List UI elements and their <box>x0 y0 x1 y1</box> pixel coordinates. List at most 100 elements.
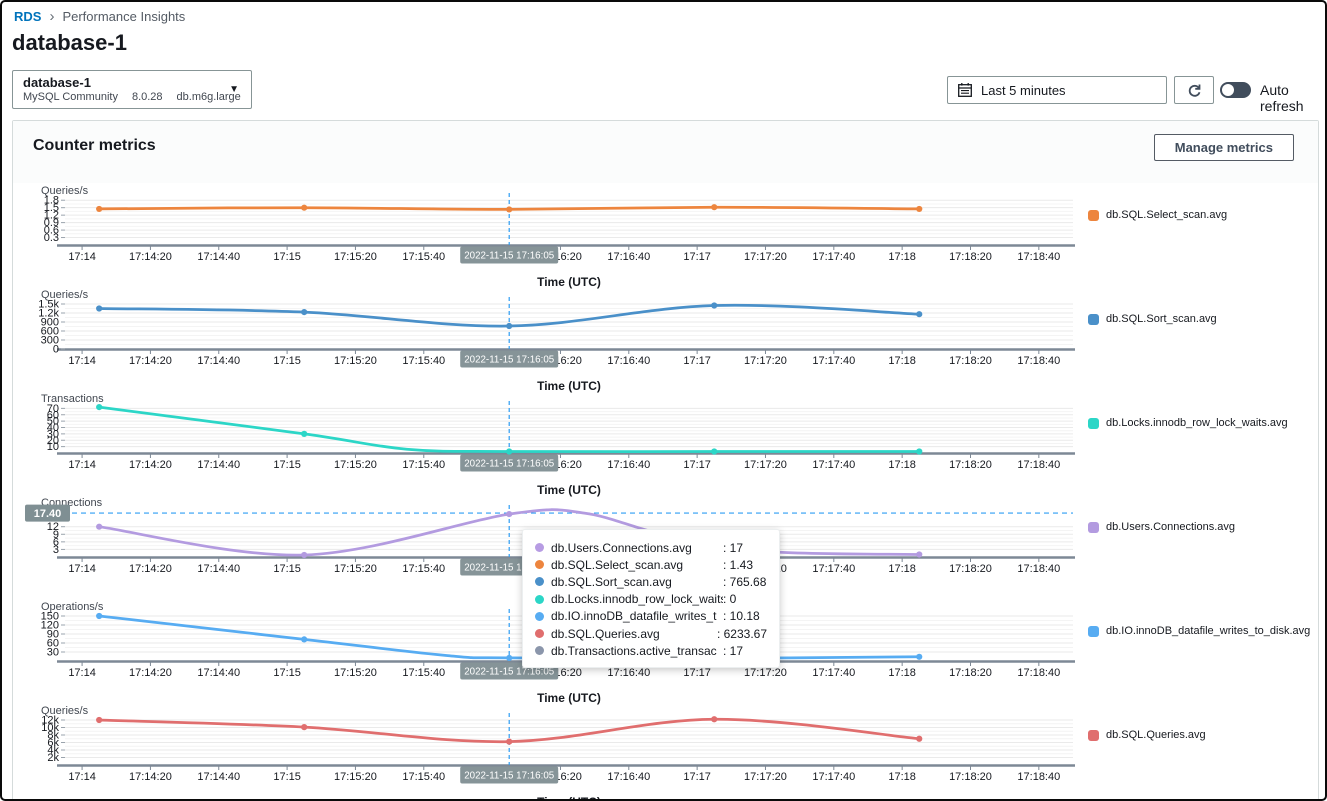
svg-text:0.3: 0.3 <box>44 232 59 244</box>
chart-block-1: Queries/s 17:14 17:14:20 17:14:40 17:15 17:15… <box>13 287 1318 393</box>
legend-item-2[interactable]: db.Locks.innodb_row_lock_waits.avg <box>1088 417 1288 429</box>
svg-text:70: 70 <box>47 403 59 415</box>
svg-text:6k: 6k <box>47 737 59 749</box>
chart-plot-0[interactable]: 17:14 17:14:20 17:14:40 17:15 17:15:20 17:15:… <box>13 191 1079 271</box>
tooltip-row: db.Locks.innodb_row_lock_waits: 0 <box>535 591 767 608</box>
svg-text:17:16:40: 17:16:40 <box>607 667 650 679</box>
svg-text:17:14: 17:14 <box>68 355 96 367</box>
svg-text:17:15: 17:15 <box>273 251 301 263</box>
svg-text:17:16:40: 17:16:40 <box>607 251 650 263</box>
legend-label: db.Users.Connections.avg <box>1106 521 1236 533</box>
svg-text:17:18: 17:18 <box>888 459 916 471</box>
svg-text:17:17: 17:17 <box>683 771 711 783</box>
legend-item-4[interactable]: db.IO.innoDB_datafile_writes_to_disk.avg <box>1088 625 1310 637</box>
breadcrumb-link-rds[interactable]: RDS <box>14 9 42 24</box>
svg-text:2022-11-15 17:16:05: 2022-11-15 17:16:05 <box>464 458 554 470</box>
svg-text:17:15:40: 17:15:40 <box>402 667 445 679</box>
x-axis-label: Time (UTC) <box>537 275 601 289</box>
legend-swatch <box>1088 729 1099 741</box>
svg-text:17.40: 17.40 <box>34 508 62 520</box>
svg-text:17:15:20: 17:15:20 <box>334 355 377 367</box>
svg-text:17:17: 17:17 <box>683 459 711 471</box>
svg-text:17:15:20: 17:15:20 <box>334 771 377 783</box>
tooltip-metric-name: db.SQL.Sort_scan.avg <box>551 574 672 589</box>
svg-text:17:17:40: 17:17:40 <box>812 355 855 367</box>
tooltip-metric-value: : 17 <box>723 540 744 555</box>
svg-text:17:17: 17:17 <box>683 667 711 679</box>
tooltip-metric-name: db.SQL.Queries.avg <box>551 626 660 641</box>
svg-text:600: 600 <box>41 326 59 338</box>
svg-text:17:15:40: 17:15:40 <box>402 459 445 471</box>
svg-text:17:18:40: 17:18:40 <box>1017 667 1060 679</box>
svg-text:17:18:40: 17:18:40 <box>1017 251 1060 263</box>
svg-text:30: 30 <box>47 647 59 659</box>
refresh-button[interactable] <box>1174 76 1214 104</box>
svg-text:17:15: 17:15 <box>273 771 301 783</box>
panel-title: Counter metrics <box>33 137 156 154</box>
svg-text:1.5: 1.5 <box>44 202 59 214</box>
svg-text:17:18:20: 17:18:20 <box>949 563 992 575</box>
svg-text:60: 60 <box>47 409 59 421</box>
legend-label: db.SQL.Sort_scan.avg <box>1106 313 1217 325</box>
breadcrumb-separator-icon: › <box>49 8 55 25</box>
tooltip-metric-value: : 765.68 <box>723 574 767 589</box>
svg-text:17:15:40: 17:15:40 <box>402 355 445 367</box>
tooltip-metric-name: db.IO.innoDB_datafile_writes_t <box>551 609 717 624</box>
svg-text:17:18: 17:18 <box>888 771 916 783</box>
svg-text:17:18: 17:18 <box>888 563 916 575</box>
chart-plot-5[interactable]: 17:14 17:14:20 17:14:40 17:15 17:15:20 17:15:… <box>13 711 1079 791</box>
svg-text:17:14: 17:14 <box>68 667 96 679</box>
svg-text:17:14:40: 17:14:40 <box>197 251 240 263</box>
svg-text:1.8: 1.8 <box>44 195 59 207</box>
svg-text:0.9: 0.9 <box>44 217 59 229</box>
time-range-value: Last 5 minutes <box>981 82 1066 98</box>
legend-label: db.SQL.Select_scan.avg <box>1106 209 1228 221</box>
svg-text:17:16:40: 17:16:40 <box>607 459 650 471</box>
legend-label: db.SQL.Queries.avg <box>1106 729 1206 741</box>
svg-text:17:16:40: 17:16:40 <box>607 355 650 367</box>
svg-text:12k: 12k <box>41 715 59 727</box>
svg-text:17:17: 17:17 <box>683 251 711 263</box>
chart-block-5: Queries/s 17:14 17:14:20 17:14:40 17:15 17:15… <box>13 703 1318 799</box>
tooltip-metric-value: : 0 <box>723 592 737 607</box>
svg-text:17:18:20: 17:18:20 <box>949 771 992 783</box>
svg-text:0.6: 0.6 <box>44 225 59 237</box>
svg-text:6: 6 <box>53 536 59 548</box>
tooltip-metric-name: db.SQL.Select_scan.avg <box>551 557 684 572</box>
svg-text:17:18:40: 17:18:40 <box>1017 355 1060 367</box>
svg-text:17:18:40: 17:18:40 <box>1017 459 1060 471</box>
breadcrumb-current: Performance Insights <box>62 9 186 24</box>
tooltip-row: db.Transactions.active_transac: 17 <box>535 642 767 659</box>
legend-item-3[interactable]: db.Users.Connections.avg <box>1088 521 1235 533</box>
legend-item-0[interactable]: db.SQL.Select_scan.avg <box>1088 209 1227 221</box>
svg-text:17:16:40: 17:16:40 <box>607 771 650 783</box>
svg-text:17:14:20: 17:14:20 <box>129 355 172 367</box>
x-axis-label: Time (UTC) <box>537 691 601 705</box>
chart-plot-1[interactable]: 17:14 17:14:20 17:14:40 17:15 17:15:20 17:15:… <box>13 295 1079 375</box>
svg-text:90: 90 <box>47 629 59 641</box>
svg-text:17:18:40: 17:18:40 <box>1017 771 1060 783</box>
chart-plot-2[interactable]: 17:14 17:14:20 17:14:40 17:15 17:15:20 17:15:… <box>13 399 1079 479</box>
db-meta: MySQL Community 8.0.28 db.m6g.large <box>23 90 241 104</box>
svg-text:150: 150 <box>41 611 59 623</box>
tooltip-metric-value: : 1.43 <box>723 557 754 572</box>
svg-text:17:17:40: 17:17:40 <box>812 771 855 783</box>
legend-label: db.Locks.innodb_row_lock_waits.avg <box>1106 417 1288 429</box>
legend-swatch <box>1088 209 1099 221</box>
manage-metrics-button[interactable]: Manage metrics <box>1153 134 1294 161</box>
auto-refresh-label: Auto refresh <box>1260 82 1304 114</box>
auto-refresh-toggle[interactable] <box>1220 82 1251 98</box>
time-range-picker[interactable]: Last 5 minutes <box>947 76 1167 104</box>
panel-header: Counter metrics Manage metrics <box>13 121 1318 183</box>
svg-text:17:15:20: 17:15:20 <box>334 459 377 471</box>
svg-text:17:14:40: 17:14:40 <box>197 563 240 575</box>
legend-item-1[interactable]: db.SQL.Sort_scan.avg <box>1088 313 1217 325</box>
svg-text:17:18: 17:18 <box>888 355 916 367</box>
svg-text:17:15: 17:15 <box>273 563 301 575</box>
db-instance-class: db.m6g.large <box>176 91 241 103</box>
db-engine: MySQL Community <box>23 91 118 103</box>
svg-text:17:14:20: 17:14:20 <box>129 667 172 679</box>
counter-metrics-panel: Counter metrics Manage metrics Queries/s… <box>12 120 1319 799</box>
db-instance-selector[interactable]: database-1 MySQL Community 8.0.28 db.m6g… <box>12 70 252 109</box>
legend-item-5[interactable]: db.SQL.Queries.avg <box>1088 729 1206 741</box>
